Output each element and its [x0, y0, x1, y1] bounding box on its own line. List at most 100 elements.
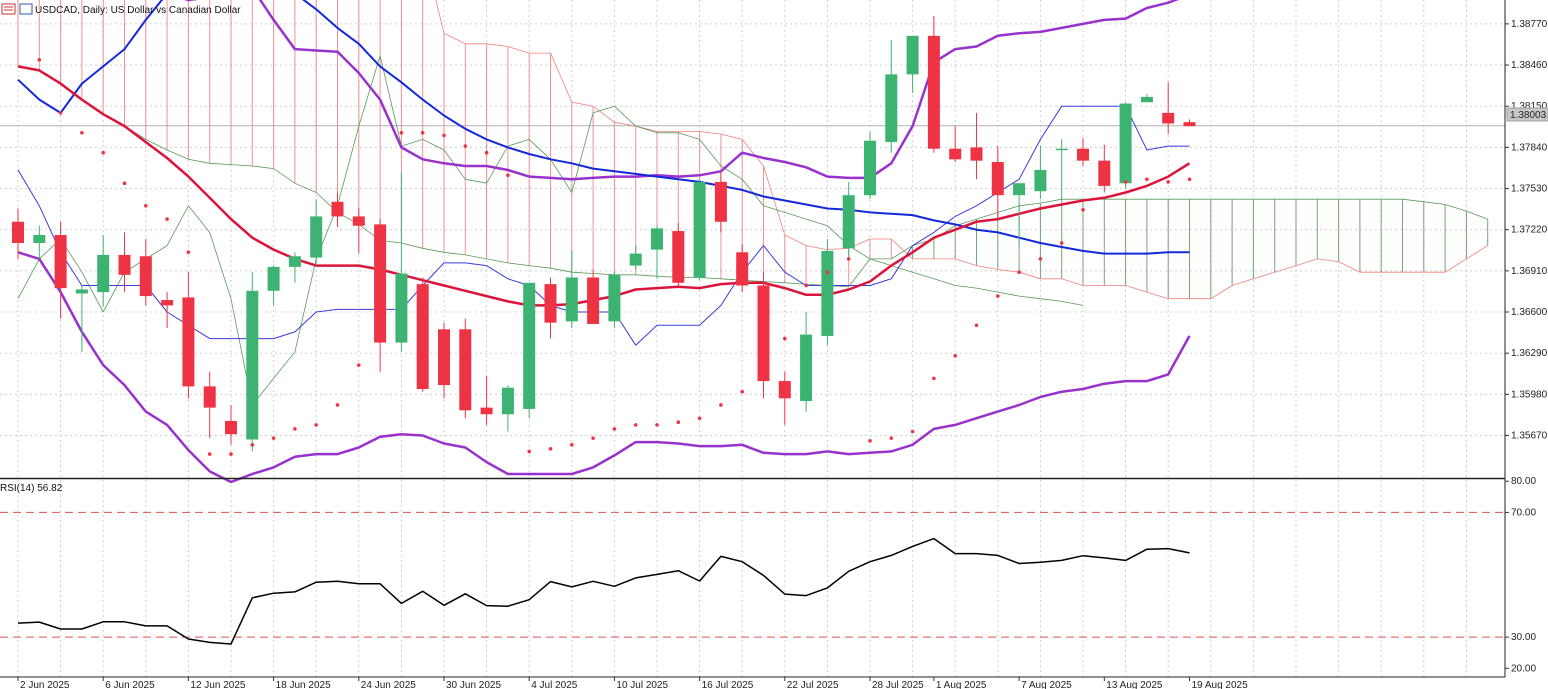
candle-body [714, 181, 727, 222]
candle-body [608, 274, 621, 322]
sar-dot [144, 204, 148, 208]
candle-body [864, 140, 876, 196]
candle-body [523, 282, 536, 409]
indicator-lines [17, 0, 1191, 484]
candle-body [374, 224, 387, 343]
candlesticks [12, 15, 1196, 452]
sar-dot [463, 144, 468, 148]
price-tick-label: 1.36910 [1511, 266, 1548, 277]
sar-dot [527, 449, 531, 454]
candle-body [757, 285, 770, 382]
candle-body [906, 35, 919, 75]
sar-dot [910, 429, 915, 434]
date-tick-label: 19 Aug 2025 [1192, 680, 1249, 689]
sar-dot [420, 130, 425, 135]
sar-dot [548, 446, 553, 451]
sar-dot [868, 439, 872, 443]
sar-dot [1081, 207, 1085, 212]
candle-body [33, 235, 46, 243]
candle-body [927, 35, 940, 149]
candle-body [629, 253, 642, 266]
candle-body [139, 256, 152, 297]
date-tick-label: 10 Jul 2025 [616, 680, 668, 689]
sar-dot [633, 423, 638, 427]
sar-dot [80, 130, 84, 135]
sar-dot [719, 403, 723, 407]
candle-body [1055, 148, 1068, 151]
candle-body [1098, 160, 1111, 186]
date-tick-label: 2 Jun 2025 [20, 680, 70, 689]
candle-body [310, 216, 323, 258]
candle-body [885, 74, 898, 143]
sar-dot [399, 130, 404, 135]
sar-dot [101, 150, 105, 155]
rsi-tick-label: 70.00 [1511, 507, 1536, 518]
candle-body [416, 284, 429, 390]
sar-dot [1102, 177, 1107, 182]
sar-dot [165, 217, 169, 221]
candle-body [54, 235, 67, 289]
cloud-span-a [17, 66, 1488, 288]
chart-type-icon[interactable] [19, 3, 33, 15]
candle-body [12, 221, 24, 243]
candle-body [693, 181, 706, 278]
sar-dot [484, 150, 489, 155]
date-tick-label: 12 Jun 2025 [190, 680, 245, 689]
date-tick-label: 7 Aug 2025 [1021, 680, 1072, 689]
date-tick-label: 18 Jun 2025 [276, 680, 331, 689]
sar-dot [1059, 241, 1064, 245]
sar-dot [293, 427, 297, 431]
moving-average-blue [17, 0, 1190, 255]
candle-body [544, 284, 557, 323]
current-price-label: 1.38003 [1510, 110, 1547, 121]
sar-dot [37, 57, 42, 62]
sar-dot [314, 423, 319, 427]
sar-dot [1038, 257, 1043, 261]
candle-body [565, 277, 578, 322]
candle-body [800, 334, 813, 401]
bollinger-upper [184, 0, 1179, 181]
sar-dot [846, 257, 851, 261]
rsi-tick-label: 80.00 [1511, 476, 1536, 487]
sar-dot [58, 111, 63, 115]
sar-dot [697, 416, 702, 421]
sar-dot [612, 427, 617, 431]
sar-dot [783, 336, 787, 341]
candle-body [97, 254, 110, 293]
candle-body [1162, 112, 1175, 124]
sar-dot [229, 452, 233, 456]
candle-body [331, 201, 344, 217]
chart-title-group: USDCAD, Daily: US Dollar vs Canadian Dol… [0, 3, 241, 494]
candle-body [75, 289, 88, 294]
candle-body [672, 231, 685, 283]
candle-body [1183, 122, 1196, 127]
candle-body [182, 297, 195, 387]
sar-dot [740, 389, 744, 394]
candle-body [480, 407, 493, 415]
menu-icon[interactable] [1, 3, 16, 15]
date-tick-label: 16 Jul 2025 [702, 680, 754, 689]
candle-body [970, 147, 983, 161]
candle-body [246, 290, 259, 440]
parabolic-sar-dots [37, 57, 1192, 456]
date-tick-label: 22 Jul 2025 [787, 680, 839, 689]
candle-body [267, 266, 280, 291]
sar-dot [996, 294, 1000, 298]
sar-dot [1017, 270, 1021, 274]
price-tick-label: 1.36600 [1511, 307, 1548, 318]
sar-dot [932, 376, 936, 381]
candle-body [1140, 96, 1153, 103]
sar-dot [1187, 177, 1192, 182]
date-tick-label: 28 Jul 2025 [872, 680, 924, 689]
ichimoku-cloud [17, 0, 1489, 300]
candle-body [1119, 103, 1132, 184]
sar-dot [335, 403, 340, 407]
candle-body [395, 273, 408, 343]
sar-dot [761, 363, 766, 367]
candle-body [459, 329, 472, 411]
candle-body [161, 300, 174, 306]
sar-dot [655, 423, 659, 427]
candle-body [842, 195, 855, 249]
